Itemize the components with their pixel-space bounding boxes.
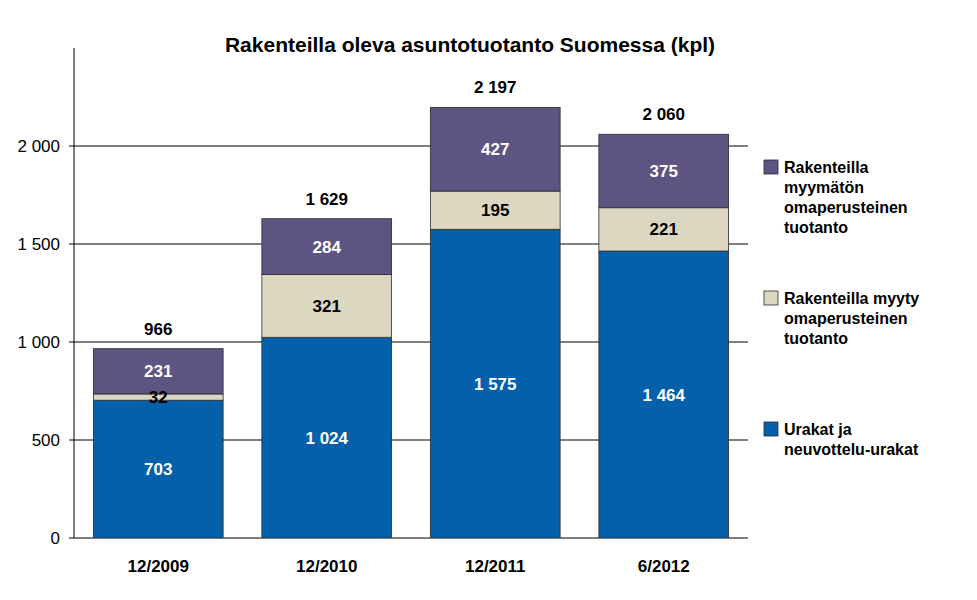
title: Rakenteilla oleva asuntotuotanto Suomess… [225,33,715,56]
legend-line: Urakat ja [784,421,852,438]
data-label: 195 [481,201,509,220]
bar-segment [599,208,729,251]
data-label: 1 575 [474,375,517,394]
bar-segment [599,251,729,538]
data-label: 1 024 [305,429,348,448]
legend-line: tuotanto [784,219,848,236]
category-label: 12/2009 [128,557,189,576]
legend-line: omaperusteinen [784,310,908,327]
legend-swatch [764,291,778,305]
data-label: 375 [650,162,678,181]
data-label: 221 [650,220,678,239]
legend-swatch [764,422,778,436]
bar-segment [430,191,560,229]
legend-label: Urakat ja neuvottelu-urakat [784,421,919,458]
category-label: 6/2012 [638,557,690,576]
data-label: 703 [144,460,172,479]
tick-mark [69,146,74,147]
category-label: 12/2010 [296,557,357,576]
legend-swatch [764,160,778,174]
labels: 703 1 024 1 575 1 464 32 321 195 221 231 284 427 37… [144,78,686,479]
tick-mark [69,440,74,441]
legend-line: Rakenteilla myyty [784,290,919,307]
total-label: 1 629 [305,190,348,209]
total-label: 966 [144,320,172,339]
category-label: 12/2011 [465,557,526,576]
data-label: 32 [149,388,168,407]
data-label: 321 [313,297,341,316]
tick-label: 0 [51,529,60,548]
legend-line: neuvottelu-urakat [784,441,919,458]
y-axis-line [74,48,75,538]
bars [93,107,728,538]
data-label: 231 [144,362,172,381]
legend-line: myymätön [784,179,864,196]
bar-segment [599,134,729,208]
legend-line: omaperusteinen [784,199,908,216]
bar-segment [262,337,392,538]
bar-segment [430,107,560,191]
legend-line: Rakenteilla [784,159,869,176]
tick-label: 1 000 [17,333,60,352]
data-label: 427 [481,140,509,159]
tick-label: 1 500 [17,235,60,254]
tick-mark [69,244,74,245]
total-label: 2 197 [474,78,517,97]
total-label: 2 060 [642,105,685,124]
data-label: 284 [313,238,342,257]
tick-mark [69,342,74,343]
legend-line: tuotanto [784,330,848,347]
data-label: 1 464 [642,386,685,405]
legend-label: Rakenteilla myymätön omaperusteinen tuotant… [784,159,908,236]
bar-segment [430,229,560,538]
legend-label: Rakenteilla myyty omaperusteinen tuotanto [784,290,919,347]
tick-label: 500 [32,431,60,450]
chart: Rakenteilla oleva asuntotuotanto Suomess… [0,0,977,600]
tick-label: 2 000 [17,137,60,156]
bar-segment [262,274,392,337]
tick-mark [69,538,74,539]
bar-segment [262,219,392,275]
bar-segment [93,400,223,538]
